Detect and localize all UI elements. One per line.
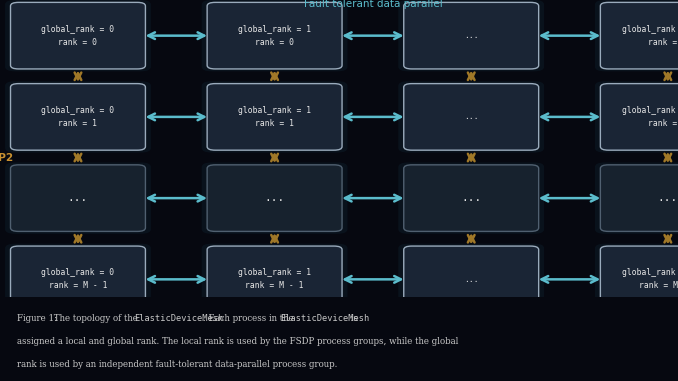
- FancyBboxPatch shape: [11, 246, 146, 313]
- Text: global_rank = N - 1
rank = 0: global_rank = N - 1 rank = 0: [622, 25, 678, 46]
- FancyBboxPatch shape: [202, 81, 347, 152]
- Text: Figure 1:: Figure 1:: [17, 314, 57, 323]
- FancyBboxPatch shape: [5, 81, 151, 152]
- Text: global_rank = 1
rank = M - 1: global_rank = 1 rank = M - 1: [238, 269, 311, 290]
- Text: rank is used by an independent fault-tolerant data-parallel process group.: rank is used by an independent fault-tol…: [17, 360, 338, 369]
- FancyBboxPatch shape: [595, 0, 678, 71]
- FancyBboxPatch shape: [398, 162, 544, 234]
- Text: FSDP2: FSDP2: [0, 152, 14, 163]
- FancyBboxPatch shape: [403, 246, 538, 313]
- Text: assigned a local and global rank. The local rank is used by the FSDP process gro: assigned a local and global rank. The lo…: [17, 337, 458, 346]
- FancyBboxPatch shape: [600, 246, 678, 313]
- Text: global_rank = 0
rank = 1: global_rank = 0 rank = 1: [41, 106, 115, 128]
- FancyBboxPatch shape: [5, 0, 151, 71]
- Text: ...: ...: [68, 193, 88, 203]
- Text: ElasticDeviceMesh: ElasticDeviceMesh: [134, 314, 224, 323]
- Text: ...: ...: [464, 31, 479, 40]
- Text: global_rank = 0
rank = M - 1: global_rank = 0 rank = M - 1: [41, 269, 115, 290]
- Text: Fault tolerant data parallel: Fault tolerant data parallel: [304, 0, 442, 9]
- FancyBboxPatch shape: [202, 162, 347, 234]
- FancyBboxPatch shape: [207, 83, 342, 150]
- FancyBboxPatch shape: [207, 165, 342, 231]
- Text: global_rank = N - 1
rank = M - 1: global_rank = N - 1 rank = M - 1: [622, 269, 678, 290]
- FancyBboxPatch shape: [202, 244, 347, 315]
- FancyBboxPatch shape: [11, 83, 146, 150]
- FancyBboxPatch shape: [595, 162, 678, 234]
- FancyBboxPatch shape: [207, 2, 342, 69]
- Text: ...: ...: [464, 275, 479, 284]
- FancyBboxPatch shape: [5, 162, 151, 234]
- FancyBboxPatch shape: [202, 0, 347, 71]
- FancyBboxPatch shape: [11, 165, 146, 231]
- FancyBboxPatch shape: [398, 0, 544, 71]
- Text: global_rank = N - 1
rank = 1: global_rank = N - 1 rank = 1: [622, 106, 678, 128]
- FancyBboxPatch shape: [595, 244, 678, 315]
- FancyBboxPatch shape: [600, 165, 678, 231]
- Text: . Each process in the: . Each process in the: [203, 314, 296, 323]
- FancyBboxPatch shape: [403, 83, 538, 150]
- Text: ...: ...: [464, 112, 479, 122]
- FancyBboxPatch shape: [600, 2, 678, 69]
- FancyBboxPatch shape: [398, 81, 544, 152]
- FancyBboxPatch shape: [595, 81, 678, 152]
- Text: global_rank = 0
rank = 0: global_rank = 0 rank = 0: [41, 25, 115, 46]
- FancyBboxPatch shape: [600, 83, 678, 150]
- FancyBboxPatch shape: [398, 244, 544, 315]
- Text: is: is: [348, 314, 359, 323]
- Text: ...: ...: [658, 193, 678, 203]
- FancyBboxPatch shape: [207, 246, 342, 313]
- Text: The topology of the: The topology of the: [51, 314, 140, 323]
- FancyBboxPatch shape: [403, 165, 538, 231]
- Text: ElasticDeviceMesh: ElasticDeviceMesh: [280, 314, 370, 323]
- FancyBboxPatch shape: [5, 244, 151, 315]
- Text: ...: ...: [264, 193, 285, 203]
- Text: global_rank = 1
rank = 1: global_rank = 1 rank = 1: [238, 106, 311, 128]
- Text: global_rank = 1
rank = 0: global_rank = 1 rank = 0: [238, 25, 311, 46]
- FancyBboxPatch shape: [403, 2, 538, 69]
- Text: ...: ...: [461, 193, 481, 203]
- FancyBboxPatch shape: [11, 2, 146, 69]
